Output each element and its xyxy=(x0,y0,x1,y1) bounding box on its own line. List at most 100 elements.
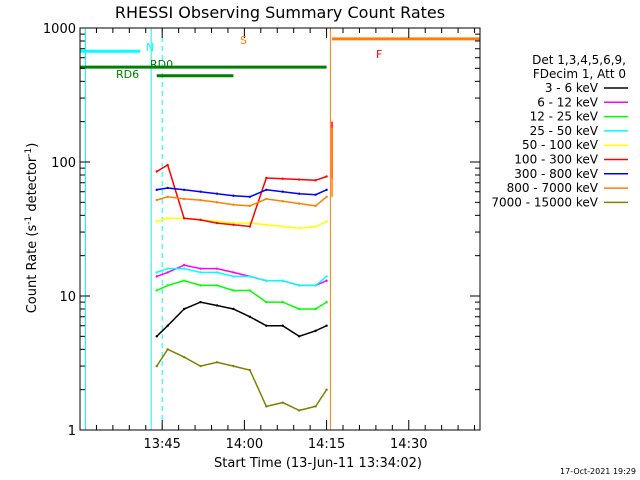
y-axis-label: Count Rate (s-1 detector-1) xyxy=(24,143,40,314)
data-point-s4-g1-3 xyxy=(182,267,186,270)
data-point-s9-g1-4 xyxy=(199,364,202,368)
data-point-s1-g1-11 xyxy=(314,329,317,332)
series-line-9-segment-2 xyxy=(496,349,545,396)
data-point-s1-g1-7 xyxy=(248,315,252,318)
data-point-s6-g1-6 xyxy=(232,223,235,226)
data-point-s3-g2-5 xyxy=(534,284,536,286)
data-point-s2-g2-3 xyxy=(517,244,519,246)
annotation-n: N xyxy=(146,41,154,54)
data-point-s6-g1-1 xyxy=(155,170,158,173)
chart-data-layer xyxy=(80,28,547,430)
data-point-s5-g2-1 xyxy=(495,191,497,193)
data-point-s8-g2-1 xyxy=(495,150,497,152)
data-point-s8-g2-2 xyxy=(506,155,508,157)
data-point-s2-g1-4 xyxy=(199,267,202,270)
data-point-s3-g2-4 xyxy=(528,280,530,282)
y-tick-label-4: 1000 xyxy=(43,22,76,37)
series-line-4-segment-1 xyxy=(156,267,328,287)
plot-clip-group xyxy=(80,28,547,430)
data-point-s7-g1-3 xyxy=(182,188,186,192)
data-point-s7-g1-7 xyxy=(248,195,252,198)
data-point-s1-g1-6 xyxy=(232,307,235,311)
data-point-s1-g2-2 xyxy=(506,222,508,224)
data-point-s2-g1-2 xyxy=(166,271,169,274)
data-point-s9-g1-2 xyxy=(166,348,169,351)
legend-label-2: 6 - 12 keV xyxy=(537,95,599,109)
data-point-s2-g1-12 xyxy=(325,279,328,282)
data-point-s2-g2-6 xyxy=(545,264,547,266)
data-point-s4-g1-1 xyxy=(155,271,158,274)
legend-label-6: 100 - 300 keV xyxy=(514,153,598,167)
data-point-s4-g1-12 xyxy=(325,275,328,278)
data-point-s7-g1-6 xyxy=(232,194,235,197)
data-point-s2-g1-5 xyxy=(215,267,219,270)
data-point-s9-g1-8 xyxy=(265,405,268,408)
data-point-s9-g1-7 xyxy=(248,368,252,372)
data-point-s9-g1-5 xyxy=(215,361,219,364)
data-point-s5-g1-8 xyxy=(265,223,268,226)
data-point-s5-g1-9 xyxy=(281,225,284,228)
data-point-s9-g2-5 xyxy=(534,388,536,390)
data-point-s8-g1-12 xyxy=(325,195,328,198)
x-tick-label-1: 13:45 xyxy=(143,437,180,452)
data-point-s1-g2-5 xyxy=(534,254,536,256)
data-point-s1-g1-10 xyxy=(297,335,301,338)
data-point-s3-g2-6 xyxy=(545,289,547,291)
series-line-3-segment-2 xyxy=(496,250,545,290)
data-point-s6-g1-3 xyxy=(182,217,186,220)
series-line-2-segment-2 xyxy=(496,232,545,265)
data-point-s3-g1-11 xyxy=(314,307,317,311)
series-line-8-segment-1 xyxy=(156,196,328,207)
data-point-s4-g1-2 xyxy=(166,267,169,270)
data-point-s9-g1-12 xyxy=(325,388,328,391)
data-point-s5-g1-2 xyxy=(166,217,169,220)
data-point-s7-g2-3 xyxy=(517,143,519,145)
legend-label-3: 12 - 25 keV xyxy=(530,110,599,124)
legend-label-9: 7000 - 15000 keV xyxy=(491,195,598,209)
data-point-s1-g2-4 xyxy=(528,241,530,243)
y-axis-label-sup1: -1 xyxy=(24,216,34,225)
data-point-s2-g1-1 xyxy=(155,275,158,278)
data-point-s9-g1-1 xyxy=(155,364,158,368)
data-point-s7-g1-2 xyxy=(166,186,169,190)
data-point-s7-g1-8 xyxy=(265,188,268,192)
data-point-s9-g2-2 xyxy=(506,356,508,358)
data-point-s5-g2-6 xyxy=(545,211,547,213)
data-point-s4-g2-3 xyxy=(517,239,519,241)
data-point-s6-g1-9 xyxy=(281,177,284,180)
data-point-s7-g2-2 xyxy=(506,137,508,139)
data-point-s7-g1-11 xyxy=(314,193,317,196)
data-point-s4-g2-2 xyxy=(506,231,508,233)
data-point-s5-g1-11 xyxy=(314,225,317,228)
series-line-5-segment-1 xyxy=(156,217,327,230)
annotation-rd0: RD0 xyxy=(150,58,173,71)
data-point-s5-g1-6 xyxy=(232,221,235,225)
series-line-1-segment-2 xyxy=(496,215,545,255)
x-axis-label: Start Time (13-Jun-11 13:34:02) xyxy=(214,456,422,471)
data-point-s2-g2-1 xyxy=(495,231,497,233)
data-point-s2-g1-3 xyxy=(182,263,186,267)
y-tick-label-1: 1 xyxy=(68,424,76,439)
data-point-s7-g1-5 xyxy=(215,192,219,195)
legend-label-1: 3 - 6 keV xyxy=(545,81,599,95)
data-point-s8-g1-11 xyxy=(314,204,317,208)
series-line-6-segment-1 xyxy=(156,163,327,228)
data-point-s4-g2-6 xyxy=(545,257,547,259)
data-point-s8-g1-8 xyxy=(265,197,268,201)
data-point-s6-g1-12 xyxy=(325,175,328,178)
data-point-s9-g1-11 xyxy=(314,405,317,408)
data-point-s4-g1-9 xyxy=(281,279,284,282)
data-point-s3-g1-9 xyxy=(281,300,284,304)
data-point-s6-g1-7 xyxy=(248,225,252,228)
data-point-s3-g1-2 xyxy=(166,284,169,287)
data-point-s2-g2-2 xyxy=(506,235,508,237)
legend-header-2: FDecim 1, Att 0 xyxy=(533,67,626,81)
data-point-s5-g1-5 xyxy=(215,220,219,223)
data-point-s3-g1-3 xyxy=(182,279,186,282)
data-point-s8-g1-2 xyxy=(166,195,169,198)
series-line-9-segment-1 xyxy=(156,348,328,412)
data-point-s6-g2-1 xyxy=(495,135,497,137)
data-point-s1-g2-1 xyxy=(495,214,497,216)
data-point-s1-g1-3 xyxy=(182,307,186,311)
